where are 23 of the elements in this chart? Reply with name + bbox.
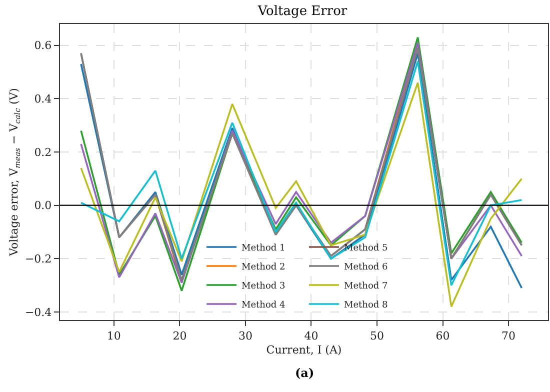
legend-label: Method 1: [242, 244, 286, 254]
y-tick-label: 0.6: [34, 39, 52, 52]
legend-label: Method 6: [344, 262, 388, 273]
text: (a): [295, 366, 314, 380]
legend-label: Method 3: [242, 282, 286, 292]
legend-label: Method 4: [242, 300, 286, 311]
y-tick-label: −0.4: [24, 306, 52, 319]
y-tick-label: 0.4: [34, 92, 52, 106]
x-tick-label: 70: [502, 329, 516, 342]
y-tick-label: −0.2: [24, 252, 52, 266]
x-tick-label: 10: [106, 329, 121, 342]
legend-label: Method 7: [344, 282, 388, 292]
y-tick-label: 0.2: [34, 146, 52, 159]
x-tick-label: 40: [304, 329, 318, 342]
x-tick-label: 50: [370, 329, 384, 342]
chart-title: Voltage Error: [256, 4, 348, 19]
y-tick-label: 0.0: [34, 199, 52, 212]
x-axis-title: Current, I (A): [266, 344, 342, 356]
legend-label: Method 8: [344, 300, 388, 311]
x-tick-label: 60: [436, 329, 450, 342]
legend-label: Method 2: [242, 262, 286, 273]
x-tick-label: 30: [238, 329, 252, 342]
x-tick-label: 20: [172, 329, 187, 342]
